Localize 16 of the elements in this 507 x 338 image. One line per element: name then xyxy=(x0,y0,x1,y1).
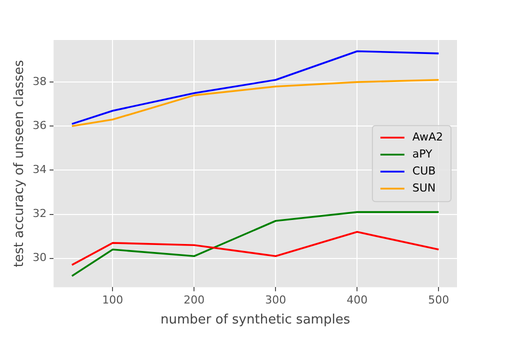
y-tick-label: 30 xyxy=(32,251,47,264)
y-axis-title: test accuracy of unseen classes xyxy=(12,60,28,268)
legend-label: SUN xyxy=(412,181,436,194)
x-tick-label: 400 xyxy=(346,294,368,307)
y-tick-label: 32 xyxy=(32,207,47,220)
x-tick-label: 500 xyxy=(428,294,450,307)
y-tick-label: 36 xyxy=(32,119,47,132)
x-tick-label: 100 xyxy=(102,294,124,307)
y-tick-label: 38 xyxy=(32,74,47,88)
y-tick-label: 34 xyxy=(32,163,47,176)
legend-label: aPY xyxy=(412,147,433,160)
x-axis-title: number of synthetic samples xyxy=(160,312,350,328)
x-tick-label: 200 xyxy=(184,294,205,307)
legend-label: AwA2 xyxy=(412,130,444,144)
legend-label: CUB xyxy=(412,164,436,178)
x-tick-label: 300 xyxy=(265,294,286,307)
